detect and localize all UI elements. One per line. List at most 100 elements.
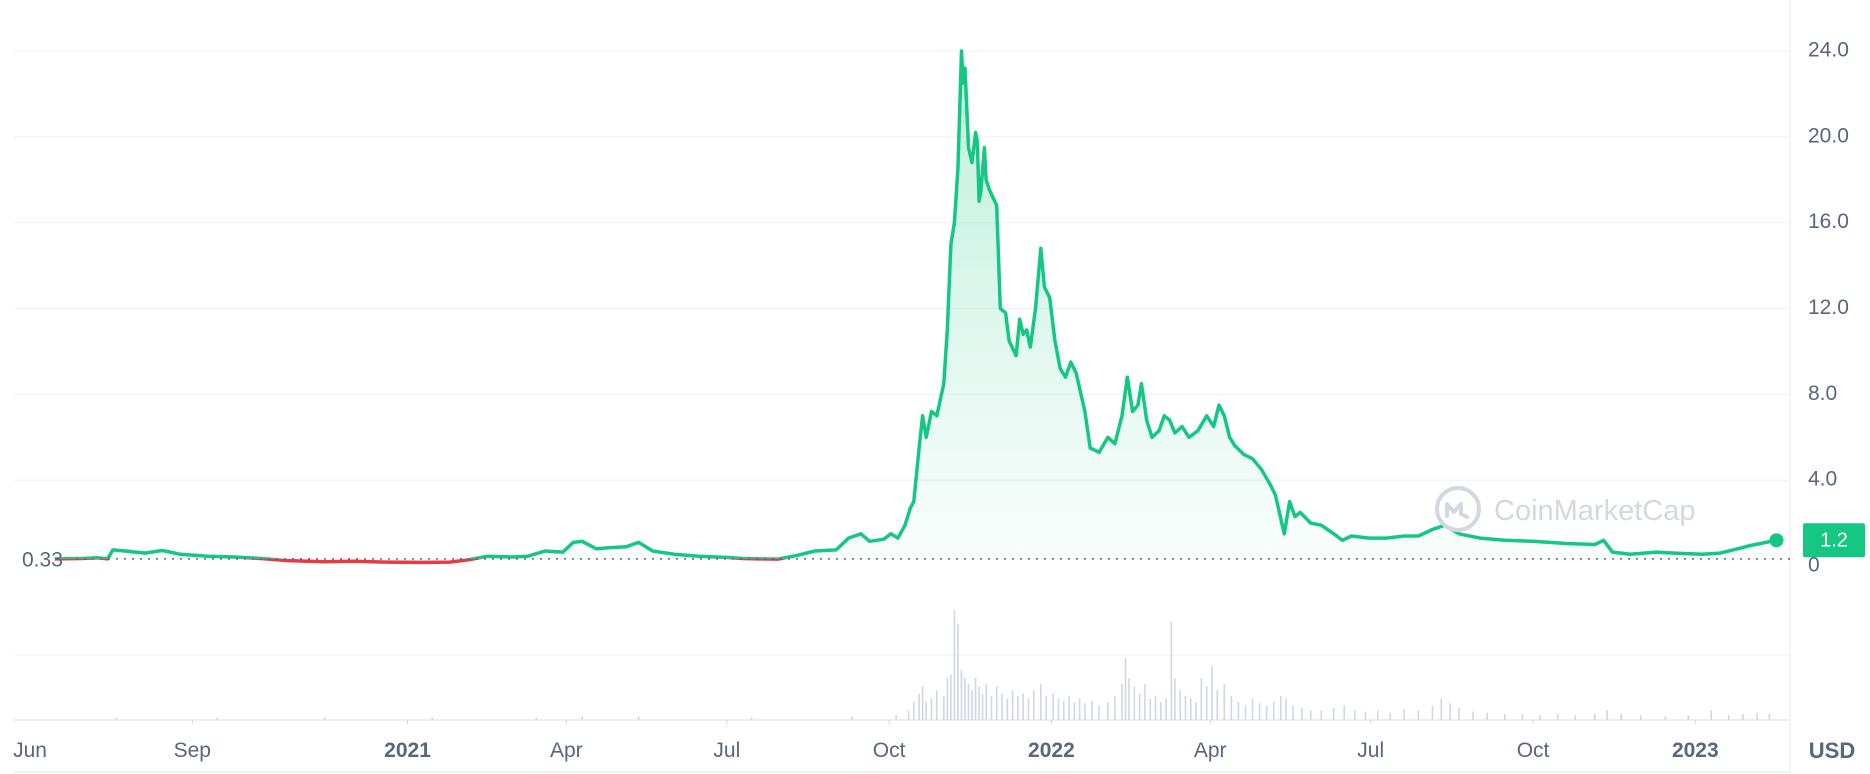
y-tick-label: 20.0 (1808, 124, 1849, 147)
volume-bar (1149, 698, 1152, 720)
volume-bar (918, 693, 920, 720)
volume-bar (1664, 716, 1667, 720)
volume-bar (1332, 708, 1335, 720)
volume-bar (1403, 709, 1406, 720)
volume-bar (1503, 714, 1506, 720)
volume-bar (1343, 705, 1346, 720)
volume-bar (1045, 696, 1047, 720)
volume-bar (1728, 715, 1730, 720)
volume-bar (957, 624, 959, 720)
volume-bar (1574, 715, 1577, 720)
y-tick-label: 16.0 (1808, 210, 1849, 233)
x-tick-label: Sep (174, 739, 211, 762)
volume-bar (1084, 703, 1086, 720)
grid-lines (14, 0, 1791, 774)
start-price-label: 0.33 (22, 548, 63, 571)
x-tick-label: 2021 (384, 739, 431, 762)
volume-bar (1756, 712, 1758, 720)
volume-bar (1216, 690, 1219, 720)
x-tick-label: Jul (1357, 739, 1384, 762)
y-tick-label: 12.0 (1808, 296, 1849, 319)
volume-bar (1068, 696, 1070, 720)
volume-bar (1230, 696, 1233, 720)
y-tick-label: 0 (1808, 554, 1820, 577)
volume-bar (1200, 678, 1203, 720)
current-price-dot (1769, 533, 1784, 548)
volume-bar (935, 690, 938, 720)
volume-bar (971, 690, 973, 720)
volume-bar (1301, 708, 1303, 720)
volume-bar (913, 702, 915, 720)
volume-bar (1057, 698, 1060, 720)
volume-bar (925, 702, 927, 720)
volume-bar (1159, 702, 1162, 720)
volume-bar (1354, 710, 1356, 720)
volume-bar (921, 686, 924, 720)
volume-bar (1223, 684, 1226, 720)
watermark-text: CoinMarketCap (1494, 495, 1695, 527)
volume-bar (1124, 657, 1127, 720)
volume-bar (1431, 705, 1434, 720)
volume-bar (1154, 696, 1157, 720)
volume-bar (1098, 705, 1100, 720)
volume-bar (1128, 678, 1130, 720)
volume-bar (1606, 710, 1608, 720)
volume-bar (1486, 712, 1488, 720)
volume-bar (1170, 621, 1173, 720)
volume-bar (1309, 710, 1312, 720)
volume-bar (1184, 696, 1187, 720)
volume-bar (995, 686, 998, 720)
volume-bar (1364, 711, 1367, 720)
volume-bar (1006, 698, 1009, 720)
volume-bar (978, 686, 980, 720)
x-tick-label: Jul (713, 739, 740, 762)
volume-bar (990, 696, 993, 720)
volume-bar (1237, 702, 1240, 720)
volume-bar (1073, 702, 1076, 720)
volume-bar (1258, 703, 1261, 720)
volume-bar (535, 717, 538, 720)
y-tick-label: 8.0 (1808, 382, 1837, 405)
price-line-up (54, 49, 1777, 559)
x-tick-label: 2023 (1672, 739, 1719, 762)
volume-bar (1165, 698, 1167, 720)
volume-bar (323, 717, 326, 720)
volume-bar (1052, 693, 1054, 720)
volume-bar (1279, 696, 1282, 720)
volume-bar (953, 610, 956, 720)
volume-bar (907, 710, 910, 720)
volume-bar (1521, 714, 1524, 720)
volume-bar (1133, 686, 1136, 720)
volume-bar (946, 678, 949, 720)
y-axis: 0 4.0 8.0 12.0 16.0 20.0 24.0 (1808, 39, 1849, 577)
volume-bar (216, 717, 218, 720)
volume-bar (1189, 698, 1192, 720)
volume-bar (1078, 698, 1081, 720)
volume-bar (895, 715, 897, 720)
volume-bar (1138, 693, 1141, 720)
volume-bar (1040, 684, 1042, 720)
volume-bar (1376, 710, 1379, 720)
volume-bar (1417, 710, 1420, 720)
volume-bar (985, 684, 987, 720)
volume-bar (1121, 684, 1123, 720)
y-tick-label: 24.0 (1808, 39, 1849, 62)
volume-bar (1107, 702, 1109, 720)
x-tick-label: 2022 (1028, 739, 1075, 762)
volume-bar (1768, 714, 1771, 720)
volume-bar (1593, 714, 1596, 720)
volume-bar (1022, 693, 1024, 720)
volume-bar (1174, 678, 1176, 720)
volume-bar (1272, 702, 1275, 720)
volume-bar (1458, 708, 1460, 720)
volume-bar (1265, 705, 1268, 720)
volume-bar (431, 717, 434, 720)
volume-bar (1556, 714, 1559, 720)
volume-bar (967, 684, 970, 720)
volume-bar (1027, 698, 1030, 720)
current-price-marker: 1.2 (1769, 523, 1865, 558)
volume-bar (943, 696, 945, 720)
volume-bar (1011, 690, 1014, 720)
volume-bar (1539, 715, 1541, 720)
x-tick-label: Oct (1517, 739, 1550, 762)
